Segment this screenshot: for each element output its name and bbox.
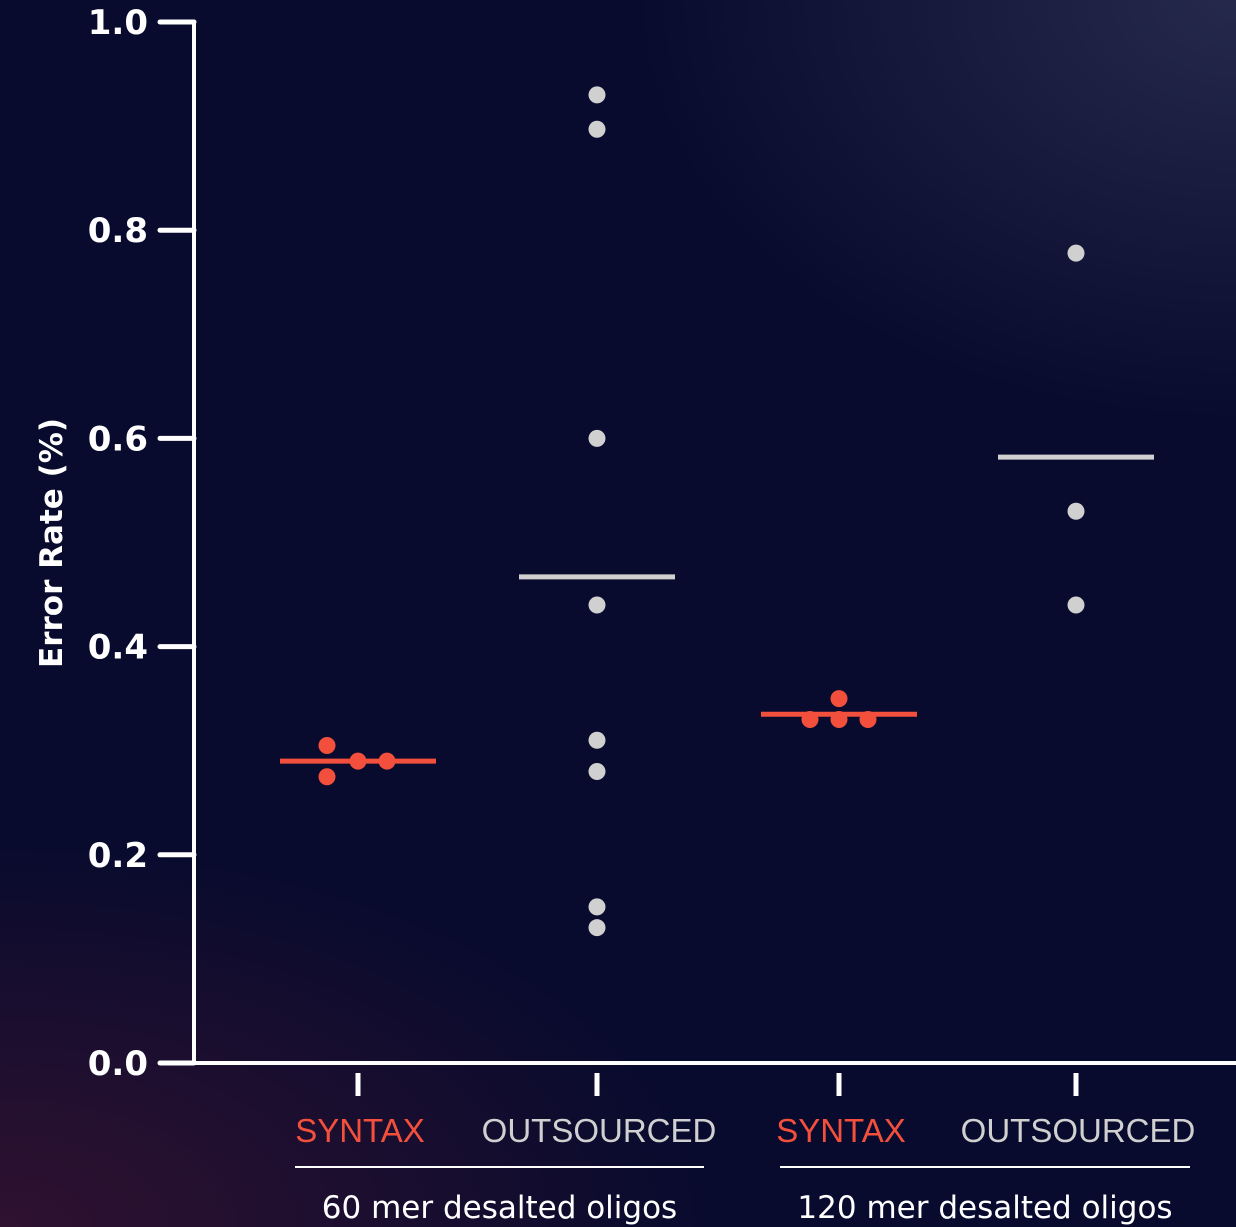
y-tick-label: 0.2 [88,836,148,876]
data-point [830,690,848,708]
y-tick-label: 1.0 [88,3,148,43]
data-point [588,429,606,447]
data-point [349,752,367,770]
data-point [588,86,606,104]
data-point [588,596,606,614]
y-axis-label: Error Rate (%) [34,418,70,668]
y-tick-label: 0.4 [88,628,148,668]
data-point [1067,244,1085,262]
data-point [588,898,606,916]
category-label: OUTSOURCED [482,1112,717,1149]
group-label: 60 mer desalted oligos [322,1190,677,1226]
data-point [801,710,819,728]
data-point [859,710,877,728]
category-label: SYNTAX [776,1112,906,1149]
data-point [378,752,396,770]
data-marks [280,86,1154,937]
data-point [588,763,606,781]
data-point [588,120,606,138]
data-point [1067,502,1085,520]
y-tick-label: 0.0 [88,1044,148,1084]
category-label: SYNTAX [295,1112,425,1149]
data-point [318,768,336,786]
data-point [588,919,606,937]
data-point [588,731,606,749]
data-point [1067,596,1085,614]
group-label: 120 mer desalted oligos [797,1190,1172,1226]
category-label: OUTSOURCED [961,1112,1196,1149]
axis-labels: 0.0 0.2 0.4 0.6 0.8 1.0 Error Rate (%) SYNTAX OU… [34,3,1195,1226]
data-point [318,736,336,754]
axes [157,19,1236,1168]
y-tick-label: 0.8 [88,211,148,251]
data-point [830,710,848,728]
y-tick-label: 0.6 [88,419,148,459]
